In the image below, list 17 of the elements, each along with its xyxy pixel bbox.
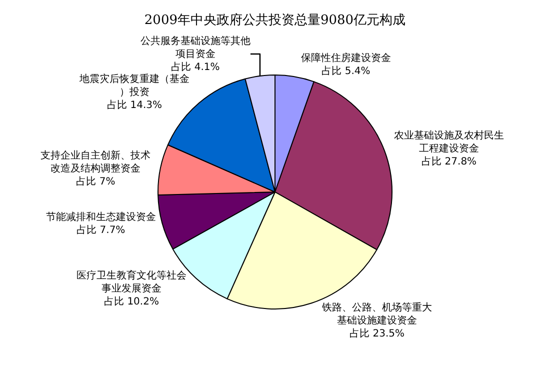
slice-label: 节能减排和生态建设资金 bbox=[46, 211, 156, 224]
data-label: 占比 4.1% bbox=[171, 61, 220, 74]
slice-label: 支持企业自主创新、技术改造及结构调整资金 bbox=[40, 150, 151, 175]
data-label: 占比 7% bbox=[76, 176, 116, 188]
chart-title: 2009年中央政府公共投资总量9080亿元构成 bbox=[144, 12, 406, 28]
slice-label: 农业基础设施及农村民生工程建设资金 bbox=[394, 130, 504, 155]
slice-label: 公共服务基础设施等其他项目资金 bbox=[140, 35, 250, 60]
data-label: 占比 27.8% bbox=[422, 156, 477, 168]
data-label: 占比 5.4% bbox=[322, 65, 370, 78]
data-label: 占比 7.7% bbox=[76, 224, 126, 236]
slice-label: 保障性住房建设资金 bbox=[301, 52, 392, 64]
data-label: 占比 10.2% bbox=[104, 296, 159, 308]
slice-label: 铁路、公路、机场等重大基础设施建设资金 bbox=[321, 301, 432, 326]
data-label: 占比 14.3% bbox=[107, 99, 162, 112]
data-label: 占比 23.5% bbox=[350, 327, 404, 340]
slice-label: 地震灾后恢复重建（基金）投资 bbox=[78, 73, 190, 98]
slice-label: 医疗卫生教育文化等社会事业发展资金 bbox=[76, 270, 186, 295]
